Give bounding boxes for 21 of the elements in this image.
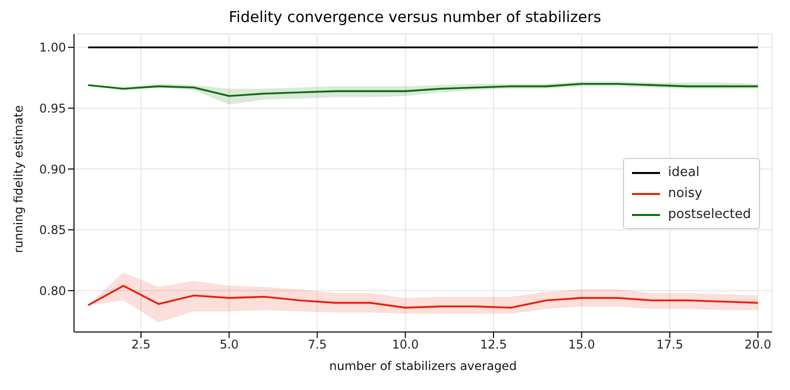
x-tick-label: 12.5 — [480, 338, 507, 352]
y-axis-title: running fidelity estimate — [11, 105, 26, 253]
y-tick-label: 0.85 — [39, 223, 66, 238]
x-tick-label: 17.5 — [656, 338, 684, 352]
x-tick-label: 2.5 — [131, 338, 151, 352]
x-tick-label: 10.0 — [392, 338, 419, 352]
legend-label: noisy — [668, 186, 702, 201]
y-tick-label: 0.95 — [39, 101, 66, 116]
x-tick-label: 15.0 — [568, 338, 595, 352]
chart-title: Fidelity convergence versus number of stabilizers — [228, 8, 602, 28]
line-series — [87, 82, 759, 97]
x-axis-title: number of stabilizers averaged — [329, 359, 517, 373]
legend-label: postselected — [668, 207, 751, 222]
y-tick-label: 1.00 — [39, 40, 66, 55]
y-tick-label: 0.90 — [39, 162, 66, 176]
x-tick-label: 5.0 — [220, 338, 239, 352]
legend-label: ideal — [668, 165, 700, 180]
line-series — [87, 284, 759, 309]
x-tick-label: 20.0 — [744, 338, 772, 352]
x-tick-label: 7.5 — [308, 338, 327, 352]
y-tick-label: 0.80 — [39, 284, 66, 298]
